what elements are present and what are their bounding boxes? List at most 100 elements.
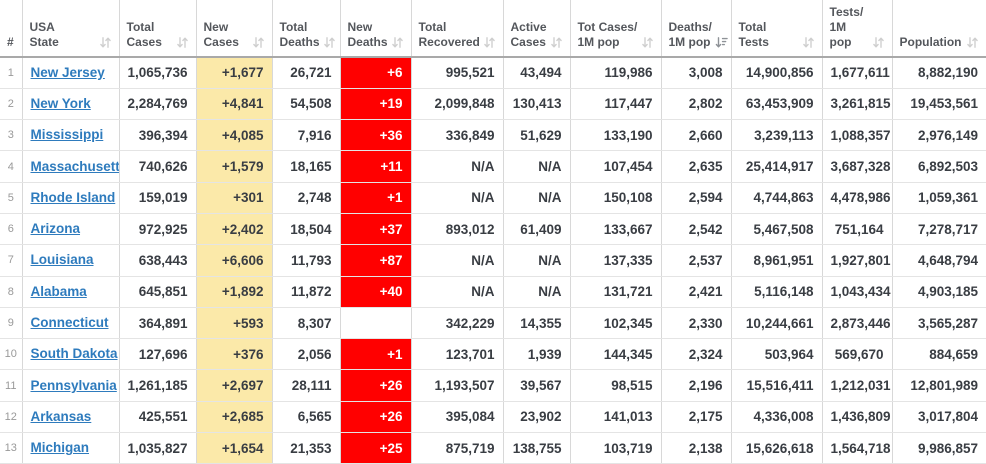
table-row: 10 South Dakota 127,696 +376 2,056 +1 123,701 1… (0, 338, 986, 371)
column-label-total_recovered: Total Recovered (418, 20, 480, 49)
total-deaths-cell: 11,793 (272, 244, 341, 277)
active-cases-cell: 138,755 (503, 432, 571, 464)
total-tests-cell: 15,626,618 (731, 432, 823, 464)
column-header-new_deaths[interactable]: New Deaths (340, 0, 412, 58)
total-tests-cell: 15,516,411 (731, 369, 823, 402)
active-cases-cell: N/A (503, 244, 571, 277)
cases-per-1m-cell: 133,190 (570, 119, 662, 152)
total-tests-cell: 14,900,856 (731, 57, 823, 89)
sort-descending-icon (715, 36, 728, 50)
population-cell: 7,278,717 (892, 213, 986, 246)
new-deaths-cell: +11 (340, 150, 412, 183)
column-header-cases_per_1m[interactable]: Tot Cases/ 1M pop (570, 0, 662, 58)
table-row: 9 Connecticut 364,891 +593 8,307 342,229 14,35… (0, 307, 986, 340)
tests-per-1m-cell: 3,687,328 (822, 150, 893, 183)
total-deaths-cell: 2,056 (272, 338, 341, 371)
new-deaths-cell: +87 (340, 244, 412, 277)
cases-per-1m-cell: 131,721 (570, 276, 662, 308)
state-cell: New York (22, 88, 120, 121)
new-cases-cell: +4,841 (196, 88, 273, 121)
new-deaths-cell: +26 (340, 369, 412, 402)
column-header-total_cases[interactable]: Total Cases (119, 0, 197, 58)
column-label-total_cases: Total Cases (126, 20, 162, 49)
state-link[interactable]: Mississippi (30, 127, 104, 143)
active-cases-cell: N/A (503, 150, 571, 183)
state-cell: Mississippi (22, 119, 120, 152)
column-label-total_tests: Total Tests (738, 20, 769, 49)
new-deaths-cell: +40 (340, 276, 412, 308)
table-row: 13 Michigan 1,035,827 +1,654 21,353 +25 875,71… (0, 432, 986, 464)
new-cases-cell: +2,402 (196, 213, 273, 246)
total-tests-cell: 5,116,148 (731, 276, 823, 308)
column-header-new_cases[interactable]: New Cases (196, 0, 273, 58)
sort-unsorted-icon (966, 36, 979, 50)
new-deaths-cell: +26 (340, 401, 412, 434)
rank-cell: 11 (0, 369, 23, 402)
total-recovered-cell: 875,719 (411, 432, 504, 464)
state-cell: New Jersey (22, 57, 120, 89)
population-cell: 4,903,185 (892, 276, 986, 308)
table-row: 11 Pennsylvania 1,261,185 +2,697 28,111 +26 1,… (0, 369, 986, 402)
column-header-deaths_per_1m[interactable]: Deaths/ 1M pop (661, 0, 732, 58)
state-link[interactable]: Pennsylvania (30, 377, 117, 393)
total-recovered-cell: 395,084 (411, 401, 504, 434)
state-link[interactable]: Massachusetts (30, 158, 119, 174)
active-cases-cell: 43,494 (503, 57, 571, 89)
active-cases-cell: 130,413 (503, 88, 571, 121)
total-recovered-cell: 336,849 (411, 119, 504, 152)
state-link[interactable]: Arkansas (30, 408, 92, 424)
state-link[interactable]: New York (30, 95, 91, 111)
active-cases-cell: 23,902 (503, 401, 571, 434)
total-cases-cell: 396,394 (119, 119, 197, 152)
state-link[interactable]: Louisiana (30, 252, 94, 268)
active-cases-cell: 51,629 (503, 119, 571, 152)
tests-per-1m-cell: 1,436,809 (822, 401, 893, 434)
column-header-state[interactable]: USA State (22, 0, 120, 58)
population-cell: 884,659 (892, 338, 986, 371)
state-link[interactable]: Arizona (30, 221, 81, 237)
cases-per-1m-cell: 133,667 (570, 213, 662, 246)
column-header-total_tests[interactable]: Total Tests (731, 0, 823, 58)
total-cases-cell: 972,925 (119, 213, 197, 246)
deaths-per-1m-cell: 3,008 (661, 57, 732, 89)
table-header: # USA State Total Cases New Cases Total Deat… (0, 0, 986, 58)
table-row: 2 New York 2,284,769 +4,841 54,508 +19 2,099,8… (0, 88, 986, 121)
rank-cell: 13 (0, 432, 23, 464)
header-row: # USA State Total Cases New Cases Total Deat… (0, 0, 986, 58)
cases-per-1m-cell: 107,454 (570, 150, 662, 183)
total-tests-cell: 25,414,917 (731, 150, 823, 183)
column-header-total_deaths[interactable]: Total Deaths (272, 0, 341, 58)
state-link[interactable]: New Jersey (30, 64, 105, 80)
rank-cell: 7 (0, 244, 23, 277)
population-cell: 6,892,503 (892, 150, 986, 183)
tests-per-1m-cell: 3,261,815 (822, 88, 893, 121)
tests-per-1m-cell: 1,043,434 (822, 276, 893, 308)
cases-per-1m-cell: 137,335 (570, 244, 662, 277)
total-tests-cell: 3,239,113 (731, 119, 823, 152)
new-deaths-cell (340, 307, 412, 340)
total-cases-cell: 425,551 (119, 401, 197, 434)
state-link[interactable]: Alabama (30, 283, 87, 299)
sort-unsorted-icon (872, 36, 885, 50)
cases-per-1m-cell: 119,986 (570, 57, 662, 89)
total-deaths-cell: 26,721 (272, 57, 341, 89)
cases-per-1m-cell: 98,515 (570, 369, 662, 402)
active-cases-cell: N/A (503, 182, 571, 214)
column-label-new_cases: New Cases (203, 20, 239, 49)
state-link[interactable]: South Dakota (30, 346, 118, 362)
tests-per-1m-cell: 1,212,031 (822, 369, 893, 402)
active-cases-cell: 39,567 (503, 369, 571, 402)
column-header-active_cases[interactable]: Active Cases (503, 0, 571, 58)
total-deaths-cell: 11,872 (272, 276, 341, 308)
column-header-tests_per_1m[interactable]: Tests/ 1M pop (822, 0, 893, 58)
state-link[interactable]: Rhode Island (30, 189, 116, 205)
column-header-total_recovered[interactable]: Total Recovered (411, 0, 504, 58)
total-tests-cell: 4,744,863 (731, 182, 823, 214)
total-recovered-cell: 995,521 (411, 57, 504, 89)
total-deaths-cell: 7,916 (272, 119, 341, 152)
total-cases-cell: 645,851 (119, 276, 197, 308)
rank-cell: 10 (0, 338, 23, 371)
column-header-population[interactable]: Population (892, 0, 986, 58)
state-link[interactable]: Connecticut (30, 315, 109, 331)
population-cell: 3,565,287 (892, 307, 986, 340)
